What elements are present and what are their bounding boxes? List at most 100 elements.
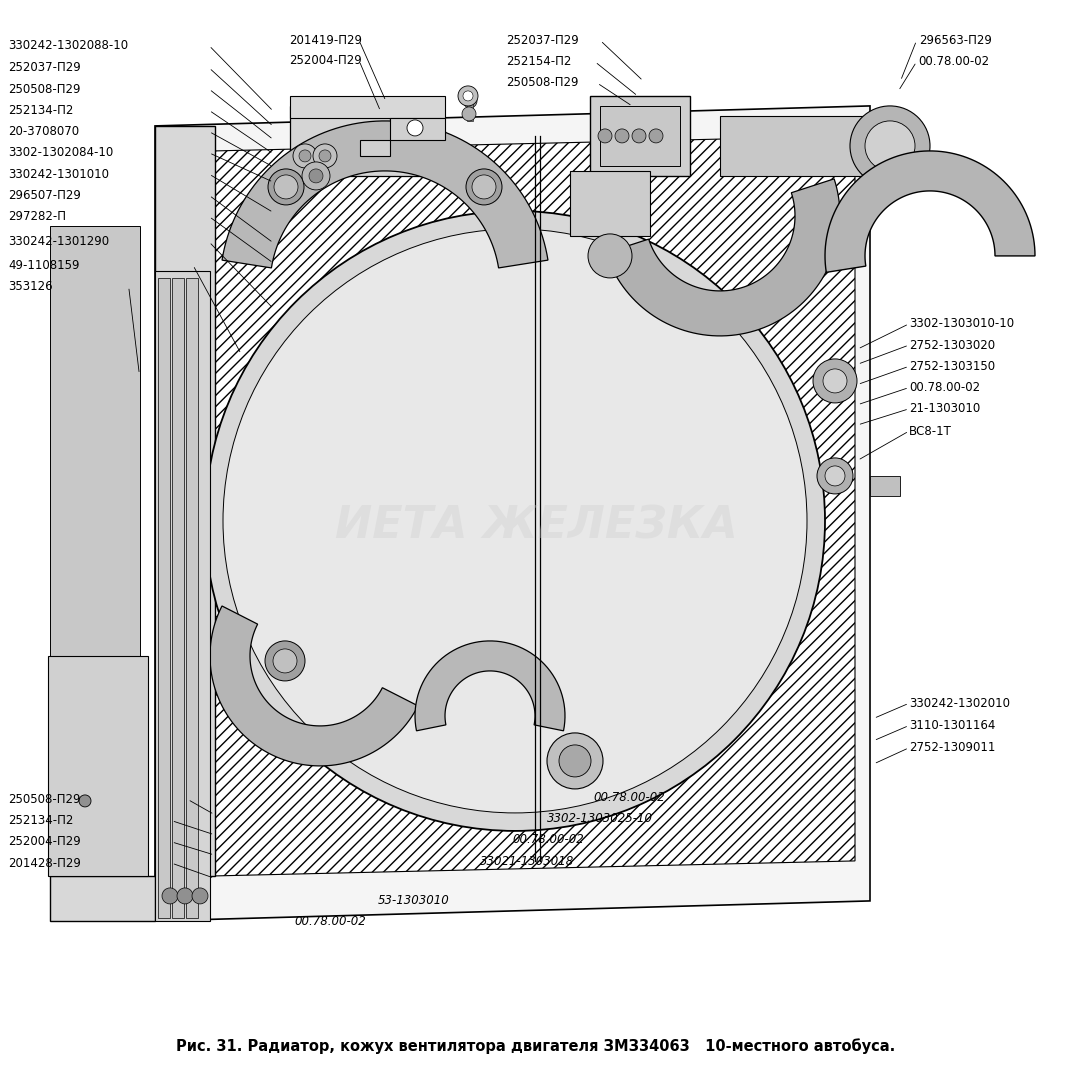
Text: 00.78.00-02: 00.78.00-02 [909,381,980,394]
Polygon shape [825,151,1034,272]
Bar [155,271,210,920]
Bar [291,96,445,118]
Circle shape [463,94,477,108]
Bar [172,277,184,918]
Circle shape [850,106,930,186]
Text: 330242-1302088-10: 330242-1302088-10 [9,39,129,52]
Text: 250508-П29: 250508-П29 [9,793,81,806]
Bar [467,101,473,121]
Text: 00.78.00-02: 00.78.00-02 [295,915,367,928]
Circle shape [195,359,205,369]
Text: 2752-1309011: 2752-1309011 [909,741,996,754]
Text: 2752-1303020: 2752-1303020 [909,338,995,351]
Circle shape [466,169,502,205]
Circle shape [302,146,318,162]
Text: 20-3708070: 20-3708070 [9,125,79,138]
Text: 353126: 353126 [9,280,54,293]
Text: 21-1303010: 21-1303010 [909,403,980,416]
Circle shape [195,395,205,405]
Circle shape [197,416,203,420]
Circle shape [632,128,646,143]
Text: 252037-П29: 252037-П29 [506,34,579,47]
Bar [570,171,650,236]
Text: 201428-П29: 201428-П29 [9,856,81,869]
Circle shape [306,150,314,158]
Text: 33021-1303018: 33021-1303018 [480,854,575,867]
Circle shape [411,150,419,158]
Circle shape [273,648,297,672]
Text: 00.78.00-02: 00.78.00-02 [919,55,989,69]
Polygon shape [360,118,445,156]
Circle shape [197,452,203,457]
Text: 3302-1303010-10: 3302-1303010-10 [909,318,1014,331]
Polygon shape [210,606,418,766]
Circle shape [197,344,203,348]
Circle shape [319,150,331,162]
Text: Рис. 31. Радиатор, кожух вентилятора двигателя ЗМЗ34063   10-местного автобуса.: Рис. 31. Радиатор, кожух вентилятора дви… [177,1038,895,1054]
Polygon shape [155,106,870,920]
Text: 296563-П29: 296563-П29 [919,34,992,47]
Polygon shape [291,106,445,176]
Text: 252037-П29: 252037-П29 [9,61,81,74]
Bar [600,106,680,165]
Bar [158,277,170,918]
Text: 250508-П29: 250508-П29 [9,83,81,96]
Text: 330242-1302010: 330242-1302010 [909,696,1010,709]
Circle shape [313,144,337,168]
Circle shape [825,466,845,486]
Circle shape [177,888,193,904]
Text: 252004-П29: 252004-П29 [9,836,81,849]
Bar [48,656,148,876]
Text: 330242-1301290: 330242-1301290 [9,235,109,248]
Text: 252004-П29: 252004-П29 [289,54,362,67]
Circle shape [195,431,205,441]
Text: 252134-П2: 252134-П2 [9,814,74,827]
Circle shape [341,150,349,158]
Circle shape [376,150,384,158]
Circle shape [195,341,205,351]
Polygon shape [215,136,855,876]
Bar [720,116,900,176]
Circle shape [649,128,662,143]
Circle shape [195,449,205,459]
Circle shape [205,211,825,831]
Circle shape [559,745,591,777]
Circle shape [372,146,388,162]
Circle shape [817,458,853,494]
Bar [187,277,198,918]
Circle shape [463,91,473,101]
Circle shape [299,150,311,162]
Text: 00.78.00-02: 00.78.00-02 [594,791,666,804]
Circle shape [197,433,203,438]
Circle shape [407,120,423,136]
Circle shape [823,369,847,393]
Circle shape [197,361,203,367]
Circle shape [302,162,330,190]
Polygon shape [50,126,215,920]
Circle shape [407,146,423,162]
Circle shape [265,641,306,681]
Circle shape [458,86,478,106]
Circle shape [192,888,208,904]
Circle shape [309,169,323,183]
Polygon shape [606,178,840,336]
Bar [590,96,690,176]
Text: ВС8-1Т: ВС8-1Т [909,424,952,437]
Text: 3110-1301164: 3110-1301164 [909,719,996,732]
Circle shape [813,359,857,403]
Text: 250508-П29: 250508-П29 [506,76,579,89]
Circle shape [472,175,496,199]
Text: 2752-1303150: 2752-1303150 [909,360,995,373]
Circle shape [598,128,612,143]
Circle shape [197,397,203,403]
Circle shape [547,733,602,789]
Circle shape [197,380,203,384]
Polygon shape [222,121,548,268]
Text: 3302-1302084-10: 3302-1302084-10 [9,146,114,159]
Circle shape [274,175,298,199]
Circle shape [195,413,205,423]
Circle shape [268,169,304,205]
Circle shape [337,146,353,162]
Text: 00.78.00-02: 00.78.00-02 [512,833,584,846]
Polygon shape [415,641,565,731]
